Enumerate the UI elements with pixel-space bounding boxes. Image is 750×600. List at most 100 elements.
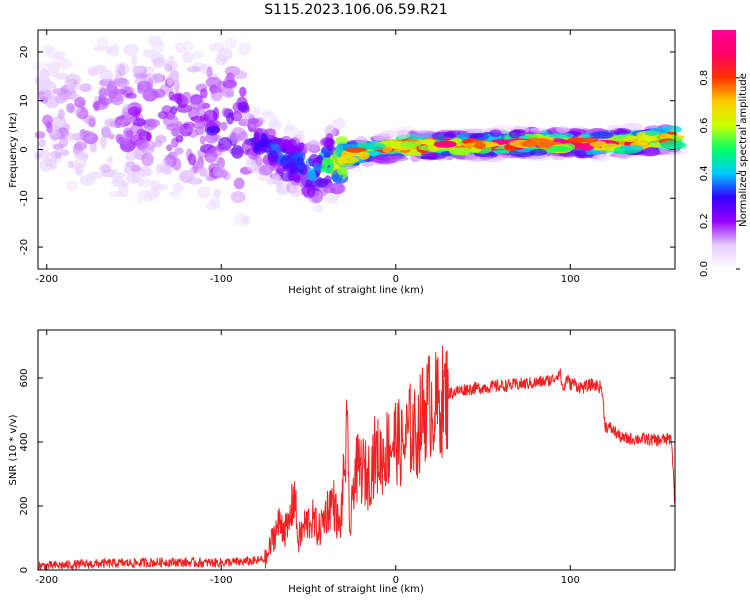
colorbar-gradient — [712, 30, 736, 269]
heatmap-cell — [73, 151, 88, 160]
heatmap-cell — [123, 115, 136, 123]
heatmap-cell — [131, 54, 138, 67]
heatmap-cell — [231, 145, 244, 159]
heatmap-cell — [283, 125, 299, 136]
heatmap-x-tick-label: 100 — [561, 274, 580, 285]
heatmap-cell — [588, 131, 614, 140]
heatmap-cell — [132, 65, 144, 75]
heatmap-cells — [32, 35, 689, 227]
heatmap-cell — [59, 58, 73, 70]
heatmap-cell — [186, 124, 195, 133]
heatmap-cell — [181, 52, 195, 64]
heatmap-cell — [189, 97, 205, 111]
heatmap-cell — [233, 70, 248, 80]
heatmap-cell — [37, 78, 50, 92]
colorbar-tick-label: 0.0 — [699, 261, 710, 277]
heatmap-cell — [171, 128, 180, 137]
heatmap-cell — [190, 115, 206, 123]
heatmap-cell — [343, 165, 363, 172]
heatmap-cell — [529, 148, 547, 156]
heatmap-cell — [306, 184, 316, 198]
heatmap-cell — [152, 57, 166, 69]
heatmap-cell — [206, 66, 213, 78]
heatmap-cell — [210, 196, 221, 210]
heatmap-cell — [137, 80, 152, 92]
heatmap-cell — [98, 88, 109, 98]
heatmap-y-axis-label: Frequency (Hz) — [8, 112, 19, 188]
heatmap-cell — [174, 147, 184, 155]
heatmap-cell — [175, 134, 184, 143]
heatmap-cell — [166, 74, 174, 87]
heatmap-cell — [238, 130, 249, 142]
heatmap-cell — [284, 140, 293, 151]
heatmap-cell — [290, 173, 301, 182]
heatmap-cell — [156, 38, 164, 47]
heatmap-cell — [363, 142, 386, 151]
heatmap-cell — [98, 97, 113, 106]
heatmap-cell — [209, 134, 221, 142]
heatmap-cell — [136, 196, 144, 204]
heatmap-cell — [357, 151, 370, 160]
heatmap-cell — [589, 140, 607, 148]
heatmap-cell — [176, 121, 184, 129]
heatmap-cell — [206, 119, 221, 129]
heatmap-cell — [167, 151, 178, 160]
heatmap-cell — [152, 72, 160, 85]
heatmap-cell — [230, 191, 246, 203]
heatmap-cell — [46, 122, 53, 134]
snr-x-tick-label: 0 — [393, 575, 399, 586]
heatmap-cell — [206, 125, 221, 134]
colorbar-tick-label: 0.2 — [699, 213, 710, 229]
heatmap-cell — [93, 101, 100, 112]
heatmap-cell — [99, 164, 112, 174]
heatmap-cell — [114, 116, 122, 129]
heatmap-cell — [136, 139, 149, 150]
heatmap-cell — [273, 175, 283, 187]
heatmap-cell — [174, 93, 184, 105]
heatmap-cell — [157, 111, 168, 120]
heatmap-cell — [59, 149, 70, 156]
heatmap-cell — [239, 86, 247, 97]
heatmap-cell — [321, 147, 335, 156]
heatmap-cell — [396, 129, 411, 139]
heatmap-cell — [383, 155, 409, 162]
heatmap-cell — [644, 130, 661, 136]
heatmap-cell — [261, 110, 274, 118]
heatmap-cell — [258, 138, 271, 148]
heatmap-cell — [253, 131, 260, 144]
heatmap-cell — [57, 108, 65, 120]
heatmap-cell — [606, 125, 618, 131]
colorbar-tick-label: 0.4 — [699, 165, 710, 181]
heatmap-cell — [489, 129, 502, 138]
heatmap-y-ticks: -20 -10 0 10 20 — [19, 46, 675, 255]
heatmap-cell — [370, 155, 390, 164]
snr-x-tick-label: 100 — [561, 575, 580, 586]
heatmap-cell — [268, 137, 282, 145]
heatmap-cell — [112, 43, 120, 55]
heatmap-cell — [431, 131, 457, 141]
heatmap-cell — [456, 132, 471, 140]
heatmap-cell — [128, 106, 142, 116]
heatmap-cell — [155, 134, 167, 144]
heatmap-cell — [247, 118, 259, 125]
heatmap-cell — [46, 152, 56, 165]
heatmap-cell — [100, 135, 107, 149]
heatmap-cell — [372, 133, 387, 142]
heatmap-cell — [138, 178, 153, 188]
colorbar: 0.0 0.2 0.4 0.6 0.8 Normalized spectral ampl… — [699, 30, 749, 277]
snr-x-tick-label: -200 — [35, 575, 58, 586]
heatmap-cell — [65, 133, 79, 141]
snr-y-tick-label: 400 — [19, 432, 30, 451]
heatmap-cell — [212, 107, 220, 121]
heatmap-cell — [241, 140, 255, 151]
heatmap-cell — [200, 88, 208, 99]
heatmap-cell — [169, 190, 181, 198]
heatmap-cell — [108, 133, 115, 140]
heatmap-x-tick-label: 0 — [393, 274, 399, 285]
heatmap-cell — [255, 155, 263, 167]
heatmap-cell — [176, 104, 193, 113]
heatmap-cell — [222, 80, 238, 88]
heatmap-cell — [142, 48, 157, 58]
heatmap-cell — [473, 141, 486, 150]
